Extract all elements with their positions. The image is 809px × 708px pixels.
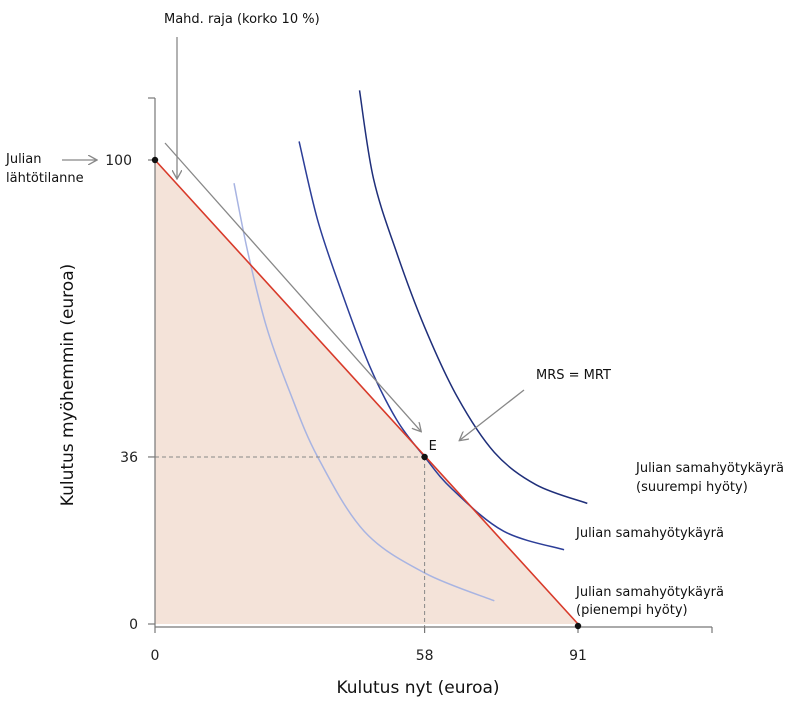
frontier-line-arrow: [164, 142, 421, 431]
optimum-point-marker: [421, 453, 428, 461]
x-intercept-marker: [574, 622, 582, 630]
frontier-label: Mahd. raja (korko 10 %): [164, 12, 320, 27]
mrs-mrt-arrow: [460, 389, 525, 440]
ic-high-label-line-1: Julian samahyötykäyrä: [635, 461, 784, 476]
indifference-curve-mid: [298, 141, 565, 551]
start-point-marker: [151, 156, 159, 164]
ic-low-label-line-1: Julian samahyötykäyrä: [575, 585, 724, 600]
x-tick-label-0: 0: [151, 648, 160, 664]
ic-high-label-line-2: (suurempi hyöty): [636, 480, 748, 495]
indifference-curve-high: [358, 90, 588, 505]
y-tick-label-100: 100: [105, 153, 132, 169]
ic-mid-label: Julian samahyötykäyrä: [575, 526, 724, 541]
x-tick-label-58: 58: [416, 648, 434, 664]
start-label-line-2: lähtötilanne: [6, 171, 84, 186]
budget-line: [154, 159, 579, 625]
x-axis-title: Kulutus nyt (euroa): [336, 678, 499, 698]
y-tick-label-36: 36: [120, 450, 138, 466]
indifference-curve-low: [233, 183, 495, 602]
y-tick-label-0: 0: [129, 617, 138, 633]
y-axis-title: Kulutus myöhemmin (euroa): [58, 264, 78, 506]
start-label-line-1: Julian: [5, 152, 42, 167]
optimum-label: E: [429, 439, 437, 454]
mrs-mrt-label: MRS = MRT: [536, 368, 611, 383]
ic-low-label-line-2: (pienempi hyöty): [576, 603, 688, 618]
x-tick-label-91: 91: [569, 648, 587, 664]
